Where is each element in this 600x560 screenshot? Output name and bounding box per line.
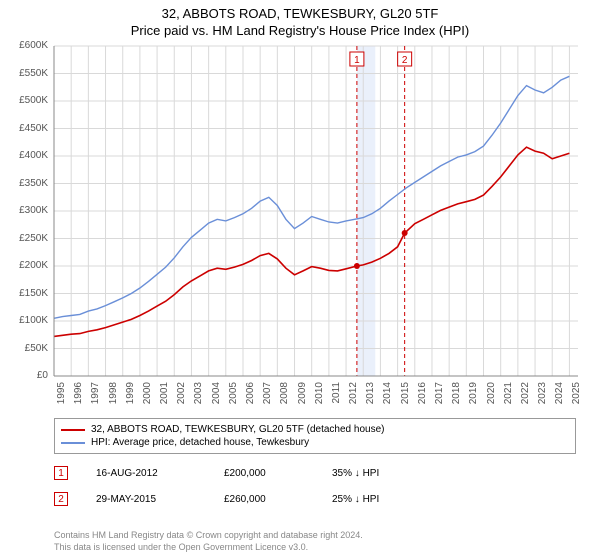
- xtick-label: 2013: [365, 382, 376, 412]
- sale-marker-num: 2: [402, 55, 408, 66]
- sale-row-diff: 25% ↓ HPI: [332, 494, 379, 505]
- sale-marker-num: 1: [354, 55, 360, 66]
- sale-row-marker: 1: [54, 466, 68, 480]
- xtick-label: 2004: [211, 382, 222, 412]
- xtick-label: 2023: [537, 382, 548, 412]
- xtick-label: 2009: [297, 382, 308, 412]
- chart-svg: 12: [0, 0, 600, 420]
- xtick-label: 2018: [451, 382, 462, 412]
- sale-row-price: £260,000: [224, 494, 304, 505]
- legend-label: HPI: Average price, detached house, Tewk…: [91, 437, 309, 448]
- legend-box: 32, ABBOTS ROAD, TEWKESBURY, GL20 5TF (d…: [54, 418, 576, 454]
- xtick-label: 2014: [382, 382, 393, 412]
- ytick-label: £0: [0, 370, 48, 381]
- xtick-label: 2008: [279, 382, 290, 412]
- footer-copyright: Contains HM Land Registry data © Crown c…: [54, 530, 363, 553]
- ytick-label: £450K: [0, 123, 48, 134]
- xtick-label: 2002: [176, 382, 187, 412]
- ytick-label: £300K: [0, 205, 48, 216]
- ytick-label: £150K: [0, 288, 48, 299]
- sale-point: [402, 230, 408, 236]
- xtick-label: 1998: [108, 382, 119, 412]
- footer-line2: This data is licensed under the Open Gov…: [54, 542, 363, 554]
- sale-row: 2 29-MAY-2015 £260,000 25% ↓ HPI: [54, 492, 379, 506]
- legend-swatch: [61, 429, 85, 431]
- sale-row-date: 29-MAY-2015: [96, 494, 196, 505]
- sale-row-diff: 35% ↓ HPI: [332, 468, 379, 479]
- xtick-label: 2021: [503, 382, 514, 412]
- xtick-label: 2006: [245, 382, 256, 412]
- xtick-label: 2001: [159, 382, 170, 412]
- ytick-label: £50K: [0, 343, 48, 354]
- sale-row: 1 16-AUG-2012 £200,000 35% ↓ HPI: [54, 466, 379, 480]
- ytick-label: £100K: [0, 315, 48, 326]
- xtick-label: 2012: [348, 382, 359, 412]
- xtick-label: 2025: [571, 382, 582, 412]
- xtick-label: 2010: [314, 382, 325, 412]
- xtick-label: 2005: [228, 382, 239, 412]
- xtick-label: 1996: [73, 382, 84, 412]
- xtick-label: 2020: [486, 382, 497, 412]
- ytick-label: £250K: [0, 233, 48, 244]
- legend-swatch: [61, 442, 85, 444]
- ytick-label: £400K: [0, 150, 48, 161]
- xtick-label: 2022: [520, 382, 531, 412]
- xtick-label: 2003: [193, 382, 204, 412]
- ytick-label: £200K: [0, 260, 48, 271]
- xtick-label: 2019: [468, 382, 479, 412]
- xtick-label: 2007: [262, 382, 273, 412]
- sale-point: [354, 263, 360, 269]
- xtick-label: 2000: [142, 382, 153, 412]
- xtick-label: 2017: [434, 382, 445, 412]
- ytick-label: £500K: [0, 95, 48, 106]
- legend-row: 32, ABBOTS ROAD, TEWKESBURY, GL20 5TF (d…: [61, 423, 569, 436]
- sale-row-marker: 2: [54, 492, 68, 506]
- xtick-label: 2024: [554, 382, 565, 412]
- xtick-label: 2015: [400, 382, 411, 412]
- legend-row: HPI: Average price, detached house, Tewk…: [61, 436, 569, 449]
- xtick-label: 1995: [56, 382, 67, 412]
- ytick-label: £600K: [0, 40, 48, 51]
- ytick-label: £550K: [0, 68, 48, 79]
- xtick-label: 1999: [125, 382, 136, 412]
- legend-label: 32, ABBOTS ROAD, TEWKESBURY, GL20 5TF (d…: [91, 424, 384, 435]
- sale-row-price: £200,000: [224, 468, 304, 479]
- ytick-label: £350K: [0, 178, 48, 189]
- xtick-label: 2016: [417, 382, 428, 412]
- sale-row-date: 16-AUG-2012: [96, 468, 196, 479]
- xtick-label: 2011: [331, 382, 342, 412]
- xtick-label: 1997: [90, 382, 101, 412]
- footer-line1: Contains HM Land Registry data © Crown c…: [54, 530, 363, 542]
